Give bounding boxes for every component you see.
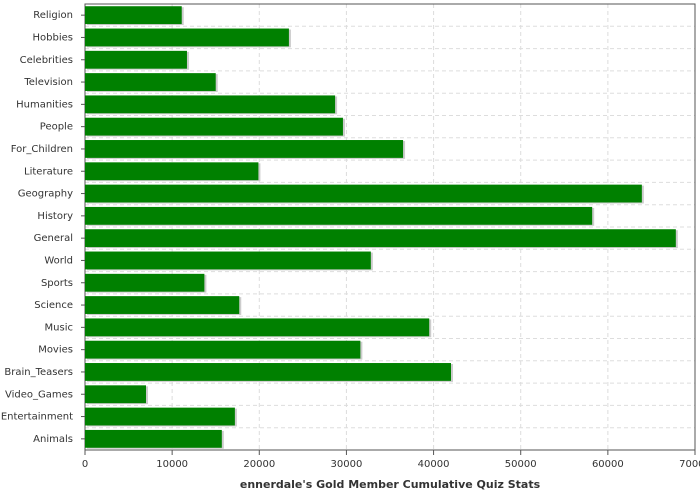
plot-frame bbox=[84, 3, 696, 451]
bar bbox=[85, 229, 676, 248]
y-tick-label: Video_Games bbox=[5, 389, 73, 400]
bar bbox=[85, 318, 430, 337]
y-tick-label: Humanities bbox=[16, 99, 73, 110]
y-tick-label: General bbox=[34, 233, 73, 244]
bar bbox=[85, 162, 259, 181]
x-tick-label: 0 bbox=[82, 459, 88, 470]
bar bbox=[85, 363, 451, 381]
y-tick-label: Television bbox=[23, 77, 73, 88]
bar bbox=[85, 140, 404, 158]
bar bbox=[85, 28, 289, 47]
x-axis-label: ennerdale's Gold Member Cumulative Quiz … bbox=[240, 478, 541, 491]
bar bbox=[85, 6, 182, 25]
y-tick-label: For_Children bbox=[11, 144, 73, 155]
y-tick-label: Music bbox=[45, 322, 73, 333]
x-tick-label: 10000 bbox=[156, 459, 188, 470]
x-tick-label: 20000 bbox=[243, 459, 275, 470]
y-tick-label: Celebrities bbox=[20, 55, 73, 66]
y-tick-label: People bbox=[40, 122, 73, 133]
y-tick-label: Movies bbox=[38, 345, 73, 356]
bar bbox=[85, 407, 235, 426]
y-tick-label: Entertainment bbox=[1, 412, 73, 423]
bar bbox=[85, 251, 371, 270]
x-tick-label: 40000 bbox=[418, 459, 450, 470]
x-tick-label: 60000 bbox=[592, 459, 624, 470]
y-tick-label: World bbox=[44, 255, 73, 266]
bar bbox=[85, 340, 361, 359]
y-tick-label: Geography bbox=[18, 189, 73, 200]
bar bbox=[85, 184, 642, 203]
y-tick-label: Sports bbox=[41, 278, 73, 289]
x-tick-label: 50000 bbox=[505, 459, 537, 470]
bar bbox=[85, 429, 222, 448]
y-tick-label: Religion bbox=[33, 10, 73, 21]
bar bbox=[85, 95, 336, 114]
bar bbox=[85, 73, 216, 91]
y-tick-label: Literature bbox=[24, 166, 73, 177]
bar bbox=[85, 206, 593, 225]
y-tick-label: Brain_Teasers bbox=[4, 367, 73, 378]
bar bbox=[85, 273, 205, 292]
y-tick-label: History bbox=[37, 211, 73, 222]
y-tick-label: Hobbies bbox=[33, 32, 73, 43]
y-tick-label: Animals bbox=[33, 434, 73, 445]
y-tick-label: Science bbox=[34, 300, 73, 311]
bar bbox=[85, 385, 146, 404]
bar bbox=[85, 50, 187, 69]
bar bbox=[85, 296, 240, 314]
bar bbox=[85, 117, 343, 136]
x-tick-label: 70000 bbox=[679, 459, 700, 470]
x-tick-label: 30000 bbox=[331, 459, 363, 470]
